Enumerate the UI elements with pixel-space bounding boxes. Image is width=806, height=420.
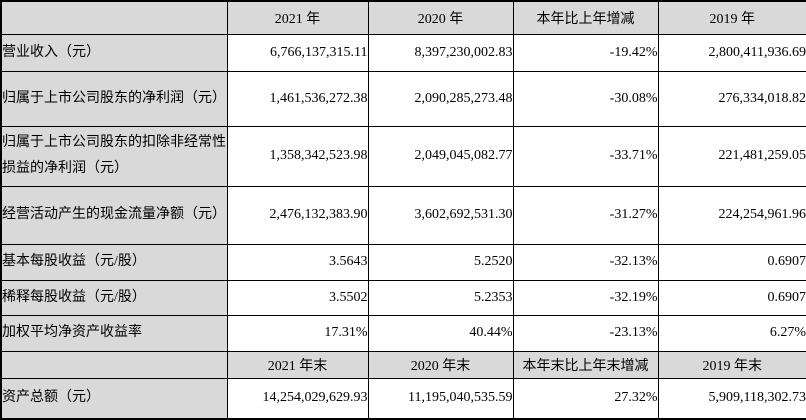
cell-2019: 224,254,961.96 <box>657 185 806 245</box>
table-row-weighted-avg-roe: 加权平均净资产收益率 17.31% 40.44% -23.13% 6.27% <box>0 314 806 352</box>
cell-2021: 1,461,536,272.38 <box>226 70 369 127</box>
cell-2020: 3,602,692,531.30 <box>367 185 514 245</box>
cell-yoy: -32.13% <box>512 243 659 281</box>
header-2020: 2020 年 <box>367 0 514 35</box>
cell-yoy: -32.19% <box>512 279 659 316</box>
cell-2020: 2,049,045,082.77 <box>367 125 514 187</box>
cell-yoy: -23.13% <box>512 314 659 352</box>
row-label: 基本每股收益（元/股） <box>0 243 228 281</box>
cell-2021: 2,476,132,383.90 <box>226 185 369 245</box>
cell-2019: 2,800,411,936.69 <box>657 33 806 72</box>
row-label: 经营活动产生的现金流量净额（元） <box>0 185 228 245</box>
header-corner-cell <box>0 0 228 35</box>
cell-2020: 5.2520 <box>367 243 514 281</box>
table-row-operating-revenue: 营业收入（元） 6,766,137,315.11 8,397,230,002.8… <box>0 33 806 72</box>
row-label: 归属于上市公司股东的扣除非经常性损益的净利润（元） <box>0 125 228 187</box>
cell-2019: 0.6907 <box>657 279 806 316</box>
cell-2019: 6.27% <box>657 314 806 352</box>
cell-2021: 3.5502 <box>226 279 369 316</box>
cell-yoy: -30.08% <box>512 70 659 127</box>
header-2019-end: 2019 年末 <box>657 350 806 379</box>
header-2020-end: 2020 年末 <box>367 350 514 379</box>
table-row-net-profit: 归属于上市公司股东的净利润（元） 1,461,536,272.38 2,090,… <box>0 70 806 127</box>
table-row-operating-cash-flow: 经营活动产生的现金流量净额（元） 2,476,132,383.90 3,602,… <box>0 185 806 245</box>
header-corner-cell-2 <box>0 350 228 379</box>
table-row-net-profit-excl-nonrecurring: 归属于上市公司股东的扣除非经常性损益的净利润（元） 1,358,342,523.… <box>0 125 806 187</box>
table-row-diluted-eps: 稀释每股收益（元/股） 3.5502 5.2353 -32.19% 0.6907 <box>0 279 806 316</box>
row-label: 资产总额（元） <box>0 377 228 420</box>
cell-2019: 0.6907 <box>657 243 806 281</box>
row-label: 归属于上市公司股东的净利润（元） <box>0 70 228 127</box>
cell-yoy: -33.71% <box>512 125 659 187</box>
cell-yoy: -31.27% <box>512 185 659 245</box>
cell-2019: 5,909,118,302.73 <box>657 377 806 420</box>
cell-2020: 8,397,230,002.83 <box>367 33 514 72</box>
header-2019: 2019 年 <box>657 0 806 35</box>
cell-2020: 2,090,285,273.48 <box>367 70 514 127</box>
row-label: 营业收入（元） <box>0 33 228 72</box>
cell-2021: 3.5643 <box>226 243 369 281</box>
cell-2021: 14,254,029,629.93 <box>226 377 369 420</box>
cell-2020: 11,195,040,535.59 <box>367 377 514 420</box>
cell-2020: 40.44% <box>367 314 514 352</box>
header-row-year-end: 2021 年末 2020 年末 本年末比上年末增减 2019 年末 <box>0 350 806 379</box>
row-label: 稀释每股收益（元/股） <box>0 279 228 316</box>
cell-2019: 276,334,018.82 <box>657 70 806 127</box>
cell-2021: 1,358,342,523.98 <box>226 125 369 187</box>
cell-2021: 6,766,137,315.11 <box>226 33 369 72</box>
row-label: 加权平均净资产收益率 <box>0 314 228 352</box>
cell-2021: 17.31% <box>226 314 369 352</box>
cell-2020: 5.2353 <box>367 279 514 316</box>
header-2021: 2021 年 <box>226 0 369 35</box>
table-row-basic-eps: 基本每股收益（元/股） 3.5643 5.2520 -32.13% 0.6907 <box>0 243 806 281</box>
cell-2019: 221,481,259.05 <box>657 125 806 187</box>
table-row-total-assets: 资产总额（元） 14,254,029,629.93 11,195,040,535… <box>0 377 806 420</box>
header-yoy-change: 本年比上年增减 <box>512 0 659 35</box>
cell-yoy: 27.32% <box>512 377 659 420</box>
header-yoy-end-change: 本年末比上年末增减 <box>512 350 659 379</box>
header-row-annual: 2021 年 2020 年 本年比上年增减 2019 年 <box>0 0 806 35</box>
header-2021-end: 2021 年末 <box>226 350 369 379</box>
cell-yoy: -19.42% <box>512 33 659 72</box>
